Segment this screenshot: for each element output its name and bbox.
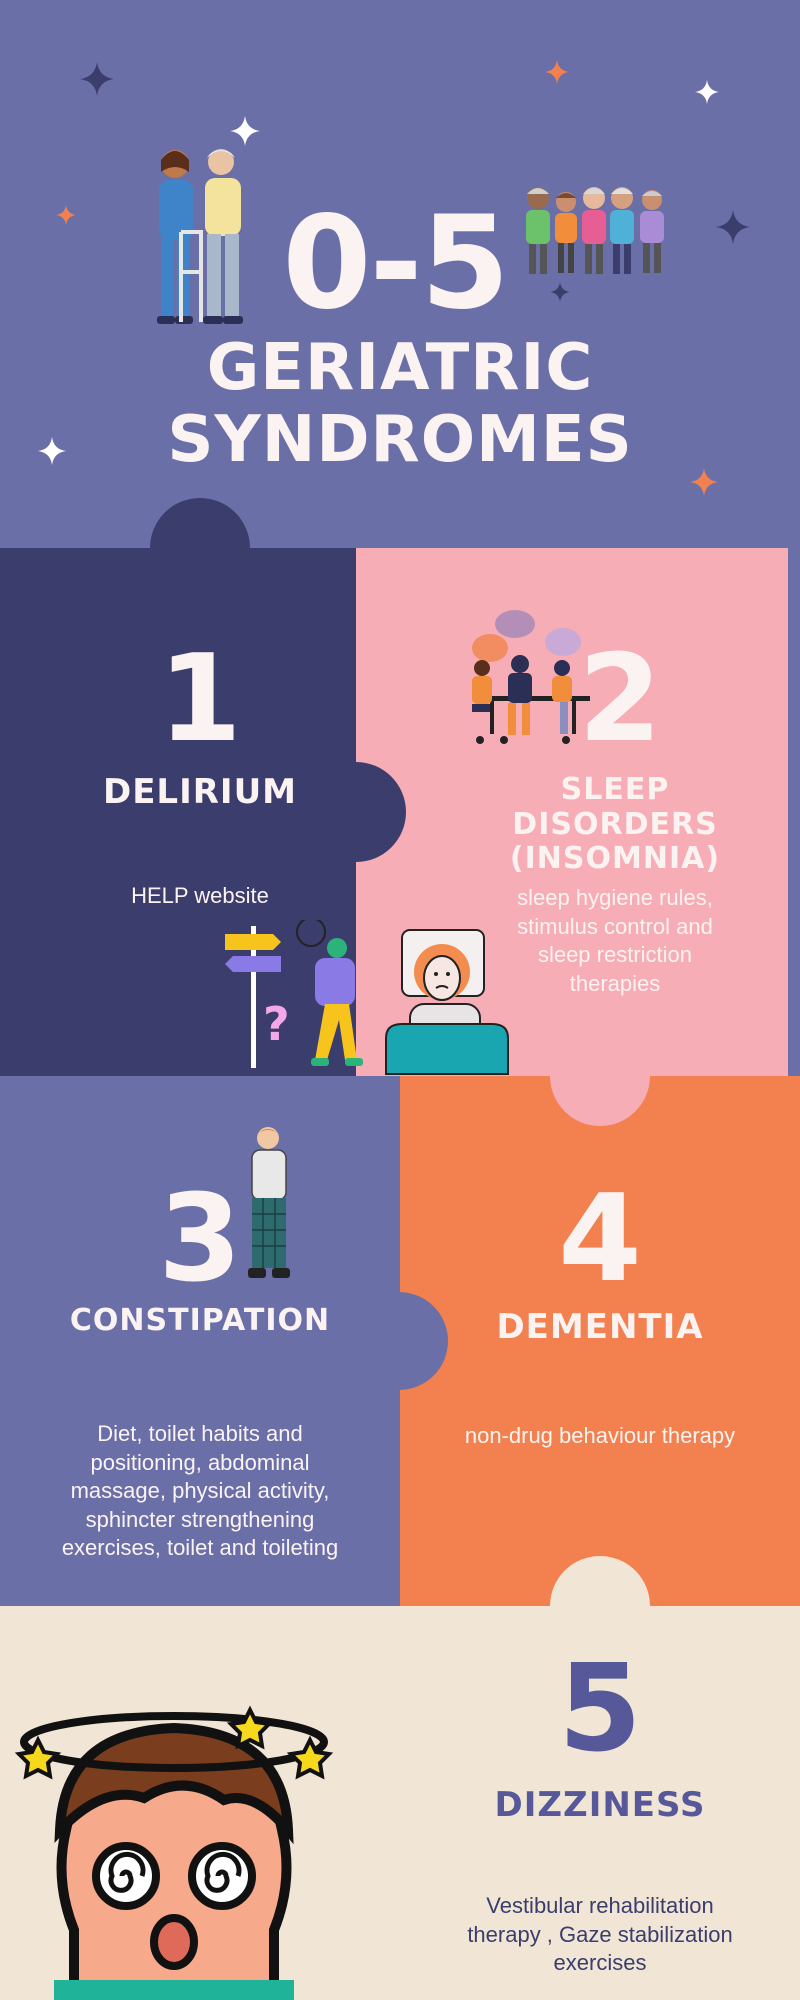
sparkle-icon (695, 80, 719, 104)
puzzle-knob (550, 1556, 650, 1656)
sparkle-icon (38, 437, 66, 465)
syndrome-4-treatment: non-drug behaviour therapy (464, 1423, 736, 1448)
svg-text:?: ? (263, 997, 290, 1051)
sparkle-icon (230, 116, 260, 146)
puzzle-knob (306, 762, 406, 862)
dementia-panel (400, 1076, 800, 1606)
sparkle-icon (545, 60, 569, 84)
insomnia-bed-illustration (385, 929, 509, 1075)
syndrome-5-name: DIZZINESS (494, 1785, 706, 1825)
team-meeting-illustration (472, 610, 590, 744)
syndrome-3-number: 3 (158, 1170, 242, 1309)
syndrome-2-treatment: sleep hygiene rules, stimulus control an… (517, 885, 713, 996)
syndrome-1-name: DELIRIUM (102, 772, 298, 812)
syndrome-2-name: SLEEP DISORDERS (INSOMNIA) (509, 772, 721, 876)
right-edge-strip (788, 548, 800, 1076)
syndrome-3-treatment: Diet, toilet habits and positioning, abd… (61, 1421, 339, 1561)
confused-signpost-illustration: ? (225, 920, 363, 1068)
dizzy-face-illustration (14, 1705, 334, 2000)
syndrome-2-number: 2 (578, 630, 662, 769)
syndrome-1-number: 1 (158, 630, 242, 769)
header-range: 0-5 (282, 189, 509, 338)
syndrome-5-treatment: Vestibular rehabilitation therapy , Gaze… (467, 1893, 733, 1976)
syndrome-4-number: 4 (558, 1170, 642, 1309)
puzzle-knob (350, 1292, 448, 1390)
header-section: 0-5 GERIATRIC SYNDROMES (0, 0, 800, 548)
sparkle-icon (690, 468, 718, 496)
sparkle-icon (56, 205, 76, 225)
page-title-line2: SYNDROMES (167, 403, 633, 477)
syndrome-5-number: 5 (558, 1640, 642, 1779)
page-title-line1: GERIATRIC (206, 331, 594, 405)
delirium-panel (0, 548, 356, 1076)
sparkle-icon (716, 210, 750, 244)
puzzle-knob (550, 1026, 650, 1126)
elderly-group-illustration (526, 187, 664, 274)
man-holding-stomach-illustration (248, 1127, 290, 1278)
caregiver-walker-illustration (157, 149, 243, 324)
syndrome-1-treatment: HELP website (131, 883, 269, 908)
syndrome-4-name: DEMENTIA (496, 1307, 704, 1347)
sparkle-icon (80, 62, 114, 96)
sparkle-icon (550, 282, 570, 302)
syndrome-3-name: CONSTIPATION (69, 1303, 331, 1338)
constipation-panel (0, 1076, 400, 1606)
